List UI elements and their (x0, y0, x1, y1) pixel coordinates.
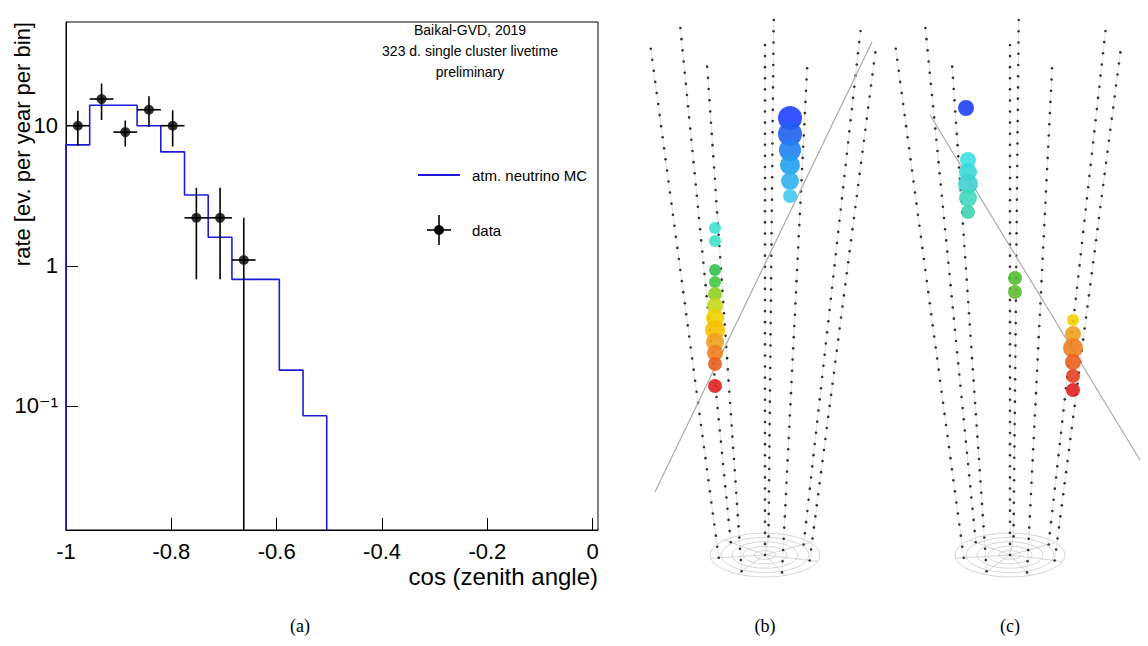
svg-text:-0.2: -0.2 (468, 539, 506, 564)
svg-text:(c): (c) (1000, 616, 1020, 637)
svg-text:-1: -1 (56, 539, 76, 564)
svg-text:0: 0 (587, 539, 599, 564)
svg-text:-0.6: -0.6 (258, 539, 296, 564)
svg-text:323 d. single cluster livetime: 323 d. single cluster livetime (382, 43, 558, 59)
svg-text:cos (zenith angle): cos (zenith angle) (409, 563, 598, 590)
svg-text:atm. neutrino MC: atm. neutrino MC (472, 167, 587, 184)
svg-text:(a): (a) (290, 616, 310, 637)
svg-text:Baikal-GVD, 2019: Baikal-GVD, 2019 (414, 22, 526, 38)
svg-text:data: data (472, 222, 502, 239)
svg-text:-0.4: -0.4 (363, 539, 401, 564)
svg-text:(b): (b) (755, 616, 776, 637)
svg-text:10⁻¹: 10⁻¹ (15, 393, 58, 418)
svg-text:10: 10 (34, 113, 58, 138)
svg-text:preliminary: preliminary (436, 64, 504, 80)
svg-text:-0.8: -0.8 (152, 539, 190, 564)
svg-text:1: 1 (46, 253, 58, 278)
svg-text:rate [ev. per year per bin]: rate [ev. per year per bin] (10, 22, 35, 266)
